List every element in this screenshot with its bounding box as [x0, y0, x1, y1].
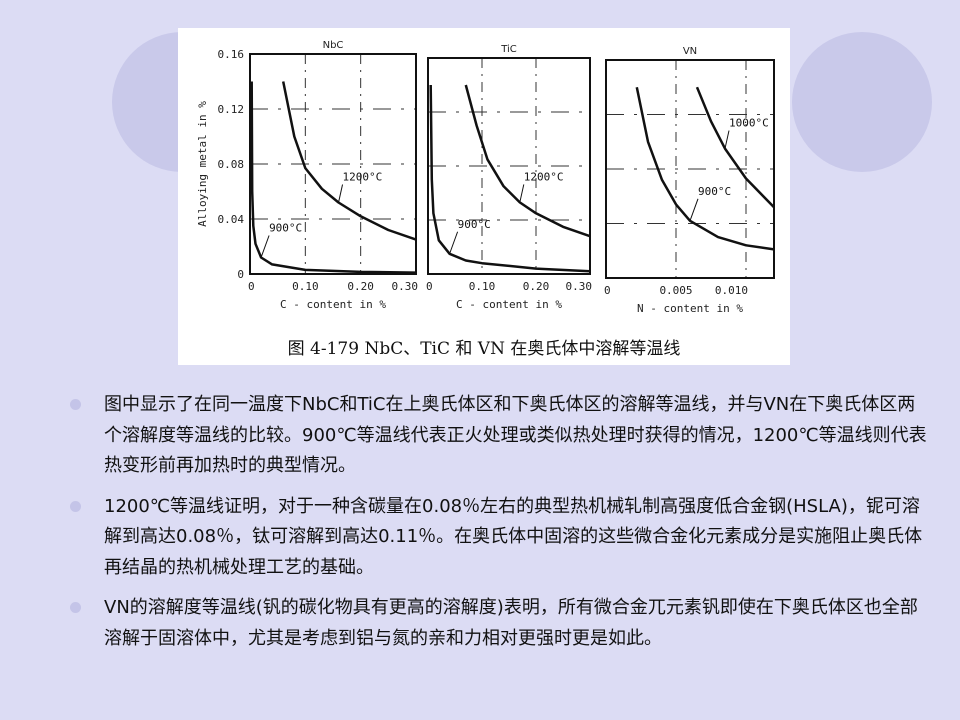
label-leader — [689, 198, 699, 221]
chart-vn: 0 0.005 0.010 VN N - content in % 1000°C 900°C — [604, 46, 775, 315]
x-tick-label: 0.30 — [392, 280, 419, 293]
isotherm-curve — [635, 86, 775, 251]
x-tick-label: 0 — [604, 284, 611, 297]
isotherm-curve — [281, 81, 417, 241]
series-label: 900°C — [698, 185, 731, 198]
bullet-text: 1200℃等温线证明，对于一种含碳量在0.08％左右的典型热机械轧制高强度低合金… — [104, 495, 923, 578]
bullet-list: 图中显示了在同一温度下NbC和TiC在上奥氏体区和下奥氏体区的溶解等温线，并与V… — [70, 390, 930, 664]
series-label: 1200°C — [343, 171, 383, 184]
isotherm-curve — [464, 84, 591, 238]
solubility-figure: 0 0.10 0.20 0.30 0 0.04 0.08 0.12 0.16 NbC C - con… — [178, 28, 790, 365]
x-tick-label: 0.010 — [715, 284, 748, 297]
plot-frame — [427, 57, 591, 275]
decor-circle-right — [792, 32, 932, 172]
label-leader — [338, 184, 344, 203]
x-axis-label: C - content in % — [456, 298, 562, 311]
label-leader — [724, 130, 730, 149]
plot-frame — [249, 53, 417, 275]
series-label: 1200°C — [524, 170, 564, 183]
y-tick-label: 0 — [237, 268, 244, 281]
bullet-item: 图中显示了在同一温度下NbC和TiC在上奥氏体区和下奥氏体区的溶解等温线，并与V… — [70, 390, 930, 482]
isotherm-curve — [429, 84, 591, 273]
bullet-dot-icon — [70, 602, 81, 613]
series-label: 1000°C — [729, 117, 769, 130]
x-tick-label: 0.20 — [523, 280, 550, 293]
y-tick-label: 0.16 — [218, 48, 245, 61]
x-tick-label: 0 — [426, 280, 433, 293]
x-axis-label: C - content in % — [280, 298, 386, 311]
label-leader — [519, 184, 525, 203]
plot-frame — [605, 59, 775, 279]
isotherm-charts: 0 0.10 0.20 0.30 0 0.04 0.08 0.12 0.16 NbC C - con… — [196, 40, 775, 315]
figure-caption: 图 4-179 NbC、TiC 和 VN 在奥氏体中溶解等温线 — [287, 339, 681, 359]
x-tick-label: 0.20 — [347, 280, 374, 293]
isotherm-curve — [695, 86, 775, 209]
chart-tic: 0 0.10 0.20 0.30 TiC C - content in % 1200°C 90… — [426, 44, 592, 311]
x-tick-label: 0.005 — [659, 284, 692, 297]
y-tick-label: 0.04 — [218, 213, 245, 226]
chart-title: TiC — [500, 44, 517, 55]
bullet-text: 图中显示了在同一温度下NbC和TiC在上奥氏体区和下奥氏体区的溶解等温线，并与V… — [104, 394, 927, 476]
bullet-dot-icon — [70, 399, 81, 410]
label-leader — [449, 231, 459, 254]
chart-nbc: 0 0.10 0.20 0.30 0 0.04 0.08 0.12 0.16 NbC C - con… — [196, 40, 418, 311]
y-tick-label: 0.08 — [218, 158, 245, 171]
series-label: 900°C — [458, 218, 491, 231]
bullet-item: VN的溶解度等温线(钒的碳化物具有更高的溶解度)表明，所有微合金兀元素钒即使在下… — [70, 593, 930, 654]
bullet-item: 1200℃等温线证明，对于一种含碳量在0.08％左右的典型热机械轧制高强度低合金… — [70, 492, 930, 584]
isotherm-curve — [250, 81, 417, 274]
bullet-text: VN的溶解度等温线(钒的碳化物具有更高的溶解度)表明，所有微合金兀元素钒即使在下… — [104, 597, 918, 649]
x-tick-label: 0.10 — [292, 280, 319, 293]
x-tick-label: 0 — [248, 280, 255, 293]
x-axis-label: N - content in % — [637, 302, 743, 315]
y-tick-label: 0.12 — [218, 103, 245, 116]
x-tick-label: 0.10 — [469, 280, 496, 293]
series-label: 900°C — [269, 222, 302, 235]
bullet-dot-icon — [70, 500, 81, 512]
x-tick-label: 0.30 — [566, 280, 593, 293]
chart-title: VN — [683, 46, 697, 57]
chart-title: NbC — [323, 40, 344, 51]
label-leader — [260, 235, 270, 258]
y-axis-label: Alloying metal in % — [196, 101, 209, 227]
